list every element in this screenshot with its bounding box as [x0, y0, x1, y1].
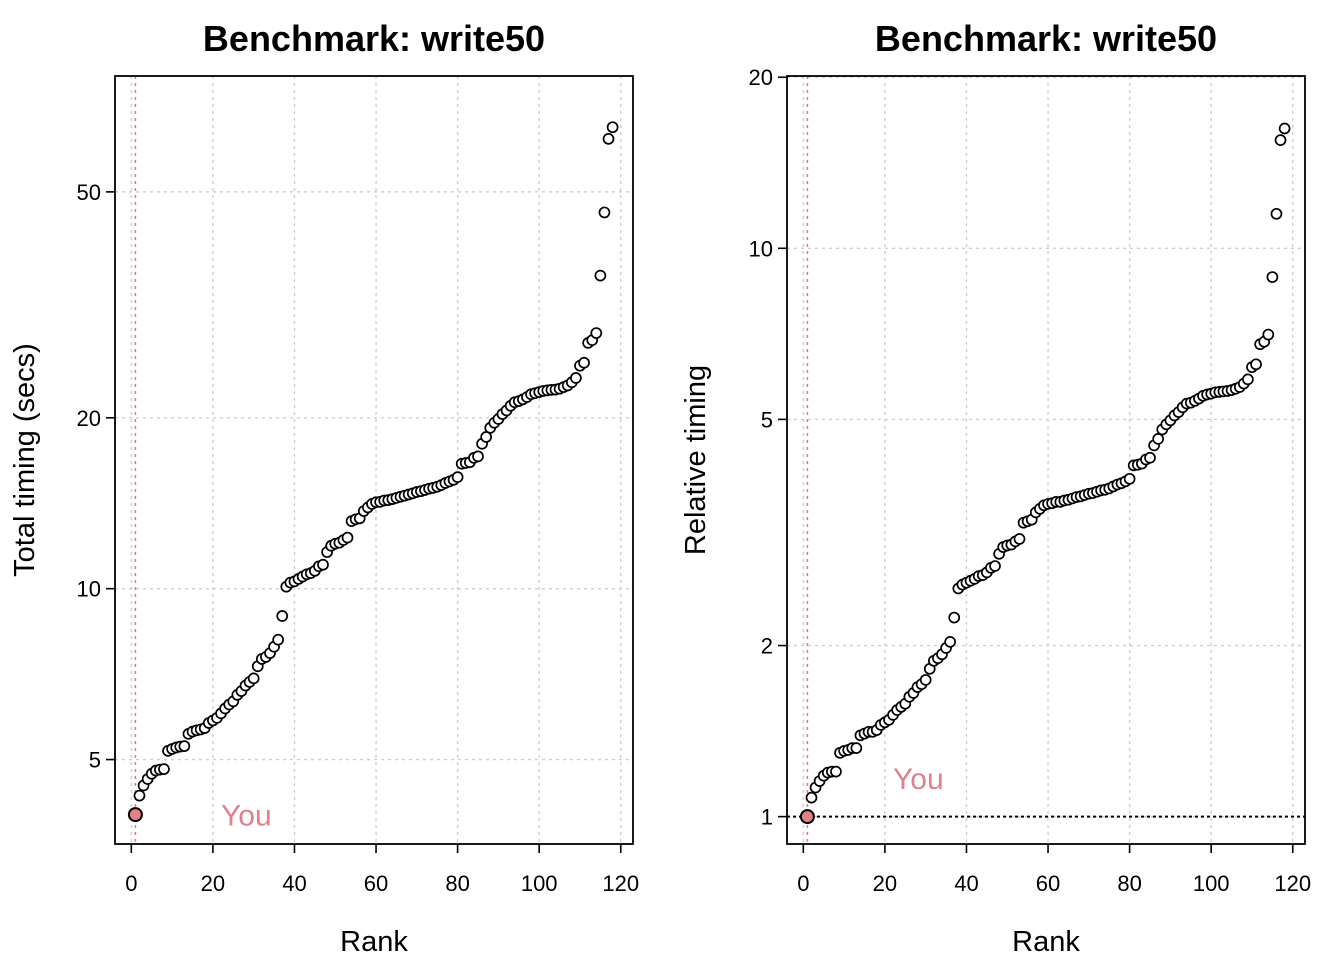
x-tick-label: 120 [602, 871, 639, 896]
you-point [129, 808, 142, 821]
data-point [599, 207, 609, 217]
data-point [134, 791, 144, 801]
chart-panel-2: You 0 20 40 60 80 100 120 1 2 5 10 20 Benchmark: writ… [680, 18, 1311, 958]
data-point [273, 635, 283, 645]
x-axis-label: Rank [1012, 926, 1080, 958]
x-tick-label: 20 [873, 871, 897, 896]
x-tick-label: 20 [201, 871, 225, 896]
you-point [801, 810, 814, 823]
data-point [604, 134, 614, 144]
y-tick-label: 20 [749, 65, 773, 90]
data-point [990, 561, 1000, 571]
data-point [949, 613, 959, 623]
data-point [579, 358, 589, 368]
y-tick-label: 2 [761, 634, 773, 659]
x-tick-label: 0 [797, 871, 809, 896]
data-point [1271, 209, 1281, 219]
data-point [249, 673, 259, 683]
x-tick-label: 100 [1193, 871, 1230, 896]
data-point [1125, 474, 1135, 484]
data-point [159, 764, 169, 774]
x-tick-label: 0 [125, 871, 137, 896]
y-tick-label: 5 [761, 407, 773, 432]
data-point [831, 767, 841, 777]
data-point [591, 328, 601, 338]
data-point [608, 122, 618, 132]
data-point [1014, 534, 1024, 544]
x-tick-label: 80 [445, 871, 469, 896]
data-point [1145, 453, 1155, 463]
data-point [595, 271, 605, 281]
chart-title: Benchmark: write50 [875, 18, 1217, 59]
data-point [1243, 374, 1253, 384]
chart-panel-1: You 0 20 40 60 80 100 120 5 10 20 50 Benchmark: writ… [9, 18, 639, 958]
data-point [179, 741, 189, 751]
x-tick-label: 100 [521, 871, 558, 896]
data-point [318, 560, 328, 570]
data-point [342, 533, 352, 543]
data-point [453, 472, 463, 482]
x-tick-label: 80 [1117, 871, 1141, 896]
data-point [473, 451, 483, 461]
y-axis-label: Relative timing [680, 365, 712, 555]
chart-title: Benchmark: write50 [203, 18, 545, 59]
y-tick-label: 5 [89, 748, 101, 773]
y-axis-label: Total timing (secs) [9, 343, 41, 577]
data-point [851, 743, 861, 753]
x-tick-label: 40 [954, 871, 978, 896]
you-label: You [893, 763, 944, 796]
data-point [1263, 330, 1273, 340]
you-label: You [221, 800, 272, 833]
data-point [1153, 434, 1163, 444]
data-point [277, 611, 287, 621]
x-tick-label: 40 [282, 871, 306, 896]
x-tick-label: 60 [1036, 871, 1060, 896]
data-point [806, 793, 816, 803]
data-point [1267, 272, 1277, 282]
data-point [1251, 359, 1261, 369]
y-tick-label: 10 [749, 236, 773, 261]
data-point [945, 637, 955, 647]
y-tick-label: 50 [77, 180, 101, 205]
data-point [571, 373, 581, 383]
y-tick-label: 10 [77, 577, 101, 602]
data-point [921, 675, 931, 685]
x-tick-label: 120 [1274, 871, 1311, 896]
y-tick-label: 1 [761, 805, 773, 830]
data-point [1280, 123, 1290, 133]
x-tick-label: 60 [364, 871, 388, 896]
data-point [1276, 135, 1286, 145]
x-axis-label: Rank [340, 926, 408, 958]
y-tick-label: 20 [77, 406, 101, 431]
